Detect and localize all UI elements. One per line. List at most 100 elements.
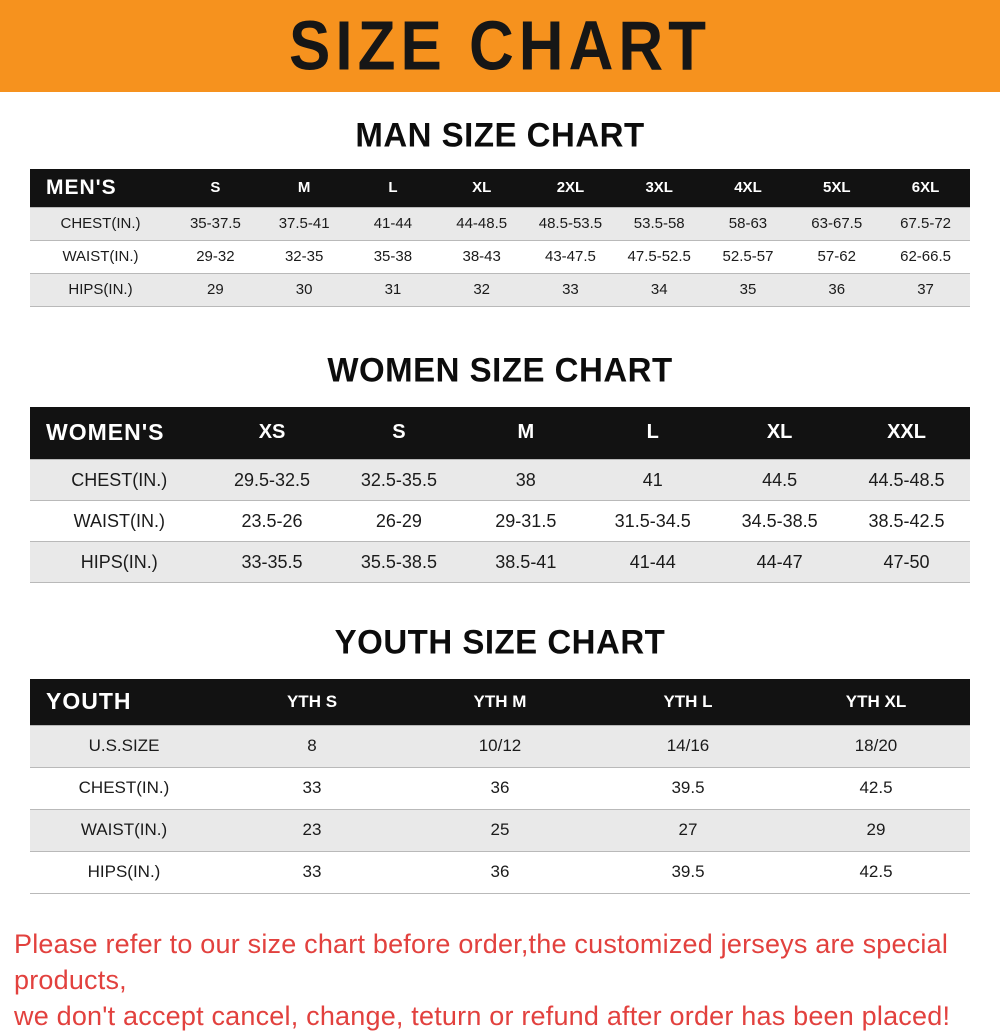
table-row: HIPS(IN.) 29 30 31 32 33 34 35 36 37 [30, 273, 970, 306]
data-cell: 25 [490, 820, 510, 839]
data-cell: 33 [302, 778, 322, 797]
table-corner-label: WOMEN'S [30, 406, 209, 460]
data-cell: 44.5-48.5 [868, 469, 945, 490]
size-column-header: YTH M [406, 679, 594, 725]
data-cell: 44-47 [756, 551, 803, 572]
row-label-cell: WAIST(IN.) [73, 510, 165, 531]
row-label-cell: HIPS(IN.) [80, 551, 158, 572]
data-cell: 35-37.5 [189, 215, 241, 232]
table-corner-label: MEN'S [30, 169, 171, 207]
data-cell: 23.5-26 [241, 510, 303, 531]
table-row: U.S.SIZE 8 10/12 14/16 18/20 [30, 725, 970, 767]
data-cell: 26-29 [375, 510, 422, 531]
data-cell: 10/12 [478, 736, 522, 755]
table-header-row: WOMEN'S XS S M L XL XXL [30, 406, 970, 460]
data-cell: 43-47.5 [545, 248, 596, 265]
data-cell: 39.5 [671, 862, 705, 881]
order-notice: Please refer to our size chart before or… [14, 926, 990, 1034]
data-cell: 36 [490, 778, 510, 797]
table-header-row: MEN'S S M L XL 2XL 3XL 4XL 5XL 6XL [30, 169, 970, 207]
size-column-header: 3XL [614, 169, 704, 207]
data-cell: 57-62 [817, 248, 856, 265]
banner-title: SIZE CHART [289, 7, 711, 85]
data-cell: 35-38 [373, 248, 413, 265]
size-column-header: 6XL [881, 169, 970, 207]
table-row: CHEST(IN.) 33 36 39.5 42.5 [30, 767, 970, 809]
data-cell: 29 [866, 820, 886, 839]
data-cell: 47-50 [883, 551, 930, 572]
table-row: CHEST(IN.) 29.5-32.5 32.5-35.5 38 41 44.5 44.5… [30, 459, 970, 501]
women-size-section: WOMEN SIZE CHART WOMEN'S XS S M L XL XXL CHEST(… [0, 349, 1000, 584]
data-cell: 44.5 [762, 469, 798, 490]
data-cell: 63-67.5 [811, 215, 863, 232]
data-cell: 37.5-41 [278, 215, 330, 232]
data-cell: 31.5-34.5 [614, 510, 691, 531]
data-cell: 29-31.5 [495, 510, 557, 531]
data-cell: 52.5-57 [722, 248, 774, 265]
size-column-header: XL [437, 169, 527, 207]
data-cell: 53.5-58 [633, 215, 685, 232]
men-size-table: MEN'S S M L XL 2XL 3XL 4XL 5XL 6XL CHEST(IN.) 35-37… [30, 169, 970, 307]
row-label-cell: HIPS(IN.) [87, 862, 161, 881]
data-cell: 32.5-35.5 [360, 469, 437, 490]
table-row: CHEST(IN.) 35-37.5 37.5-41 41-44 44-48.5 48.5… [30, 207, 970, 240]
data-cell: 67.5-72 [900, 215, 951, 232]
size-column-header: YTH XL [782, 679, 970, 725]
table-header-row: YOUTH YTH S YTH M YTH L YTH XL [30, 679, 970, 725]
data-cell: 27 [678, 820, 698, 839]
row-label-cell: CHEST(IN.) [60, 215, 141, 232]
size-column-header: M [259, 169, 349, 207]
row-label-cell: HIPS(IN.) [68, 281, 133, 298]
notice-line-1: Please refer to our size chart before or… [14, 928, 949, 995]
size-column-header: S [335, 406, 463, 460]
data-cell: 47.5-52.5 [627, 248, 691, 265]
data-cell: 18/20 [854, 736, 898, 755]
data-cell: 32-35 [284, 248, 324, 265]
table-row: HIPS(IN.) 33 36 39.5 42.5 [30, 851, 970, 893]
data-cell: 36 [490, 862, 510, 881]
data-cell: 33 [302, 862, 322, 881]
table-row: WAIST(IN.) 23.5-26 26-29 29-31.5 31.5-34.5 34… [30, 500, 970, 542]
size-column-header: M [462, 406, 590, 460]
size-column-header: 2XL [526, 169, 615, 207]
data-cell: 35 [739, 281, 757, 298]
youth-size-heading: YOUTH SIZE CHART [334, 622, 666, 661]
table-row: HIPS(IN.) 33-35.5 35.5-38.5 38.5-41 41-44 44-… [30, 541, 970, 583]
data-cell: 14/16 [666, 736, 710, 755]
table-row: WAIST(IN.) 29-32 32-35 35-38 38-43 43-47.5 47.… [30, 240, 970, 273]
data-cell: 33 [562, 281, 579, 298]
data-cell: 41-44 [629, 551, 676, 572]
data-cell: 38-43 [462, 248, 501, 265]
size-column-header: L [589, 406, 717, 460]
size-column-header: XS [208, 406, 336, 460]
youth-size-section: YOUTH SIZE CHART YOUTH YTH S YTH M YTH L YTH… [0, 622, 1000, 894]
size-chart-banner: SIZE CHART [0, 0, 1000, 92]
table-corner-label: YOUTH [30, 679, 218, 725]
data-cell: 44-48.5 [456, 215, 508, 232]
data-cell: 41-44 [373, 215, 413, 232]
size-column-header: S [171, 169, 260, 207]
table-row: WAIST(IN.) 23 25 27 29 [30, 809, 970, 851]
data-cell: 58-63 [728, 215, 768, 232]
row-label-cell: CHEST(IN.) [71, 469, 168, 490]
size-column-header: YTH S [218, 679, 406, 725]
size-chart-body: MAN SIZE CHART MEN'S S M L XL 2XL 3XL 4XL 5XL 6XL… [0, 115, 1000, 894]
women-size-table: WOMEN'S XS S M L XL XXL CHEST(IN.) 29.5-32.5 32.5… [30, 406, 970, 584]
row-label-cell: WAIST(IN.) [80, 820, 168, 839]
size-column-header: L [348, 169, 438, 207]
row-label-cell: CHEST(IN.) [78, 778, 170, 797]
data-cell: 8 [307, 736, 317, 755]
data-cell: 41 [642, 469, 663, 490]
data-cell: 23 [302, 820, 322, 839]
data-cell: 31 [384, 281, 402, 298]
man-size-section: MAN SIZE CHART MEN'S S M L XL 2XL 3XL 4XL 5XL 6XL… [0, 115, 1000, 307]
size-column-header: XXL [843, 406, 970, 460]
data-cell: 48.5-53.5 [538, 215, 603, 232]
data-cell: 36 [828, 281, 846, 298]
data-cell: 30 [295, 281, 313, 298]
notice-line-2: we don't accept cancel, change, teturn o… [14, 1000, 951, 1031]
youth-size-table: YOUTH YTH S YTH M YTH L YTH XL U.S.SIZE 8 10/12… [30, 679, 970, 894]
data-cell: 34.5-38.5 [741, 510, 818, 531]
data-cell: 38.5-41 [495, 551, 557, 572]
women-size-heading: WOMEN SIZE CHART [327, 349, 673, 389]
